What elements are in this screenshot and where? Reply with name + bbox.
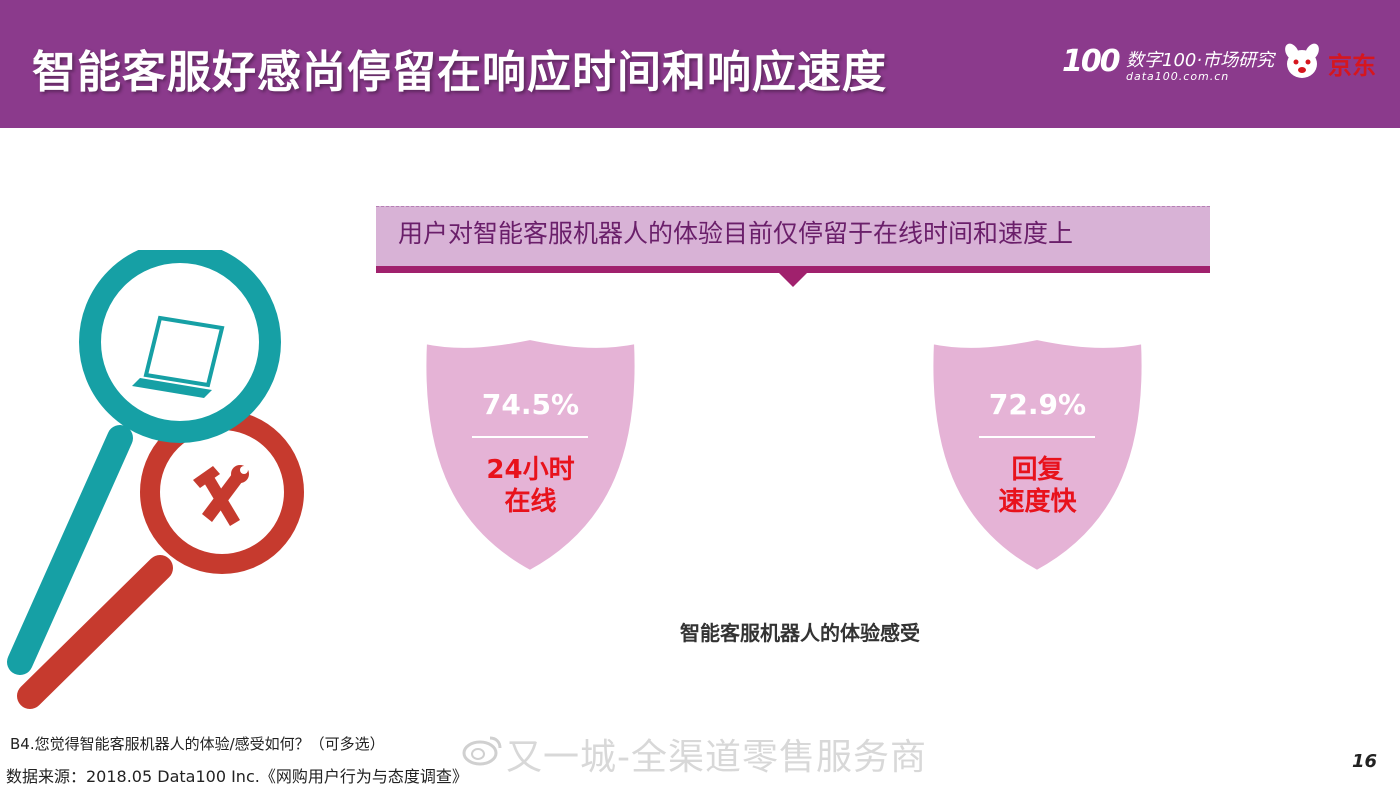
page-number: 16 <box>1352 751 1378 772</box>
shield-label-line2: 速度快 <box>998 487 1077 517</box>
shield-value: 72.9% <box>988 388 1087 421</box>
shield-shape <box>423 336 638 575</box>
magnifier-illustration <box>7 250 304 709</box>
data100-logo-mark: 100 <box>1062 44 1121 79</box>
headline-banner-text: 用户对智能客服机器人的体验目前仅停留于在线时间和速度上 <box>398 219 1074 248</box>
header-bar: 智能客服好感尚停留在响应时间和响应速度 100 数字100·市场研究 data1… <box>0 0 1400 128</box>
data100-logo-domain: data100.com.cn <box>1126 70 1230 83</box>
laptop-icon <box>132 315 225 398</box>
watermark-text: 又一城-全渠道零售服务商 <box>506 737 927 778</box>
page-title: 智能客服好感尚停留在响应时间和响应速度 <box>32 47 887 98</box>
shield-fast-reply: 72.9% 回复 速度快 <box>930 336 1145 576</box>
shield-value: 74.5% <box>481 388 580 421</box>
shield-divider <box>472 436 588 438</box>
banner-pointer <box>778 272 808 287</box>
brand-logos: 100 数字100·市场研究 data100.com.cn 京东 <box>1062 40 1392 88</box>
data-source: 数据来源：2018.05 Data100 Inc.《网购用户行为与态度调查》 <box>6 767 468 786</box>
weibo-icon <box>462 736 502 766</box>
shield-shape <box>930 336 1145 575</box>
jd-logo-text: 京东 <box>1328 52 1376 80</box>
tools-icon <box>193 465 249 526</box>
figure-caption: 智能客服机器人的体验感受 <box>680 621 920 645</box>
shield-label-line1: 回复 <box>1011 455 1064 485</box>
shield-label-line2: 在线 <box>504 487 557 517</box>
shield-online-24h: 74.5% 24小时 在线 <box>423 336 638 576</box>
headline-banner <box>376 206 1210 267</box>
shield-label-line1: 24小时 <box>486 455 575 485</box>
data100-logo-name: 数字100·市场研究 <box>1126 50 1275 71</box>
survey-question: B4.您觉得智能客服机器人的体验/感受如何？（可多选） <box>10 735 385 753</box>
shield-divider <box>979 436 1095 438</box>
shield-label: 回复 速度快 <box>930 454 1145 518</box>
banner-underline <box>376 266 1210 273</box>
shield-label: 24小时 在线 <box>423 454 638 518</box>
jd-dog-icon <box>1285 43 1319 78</box>
